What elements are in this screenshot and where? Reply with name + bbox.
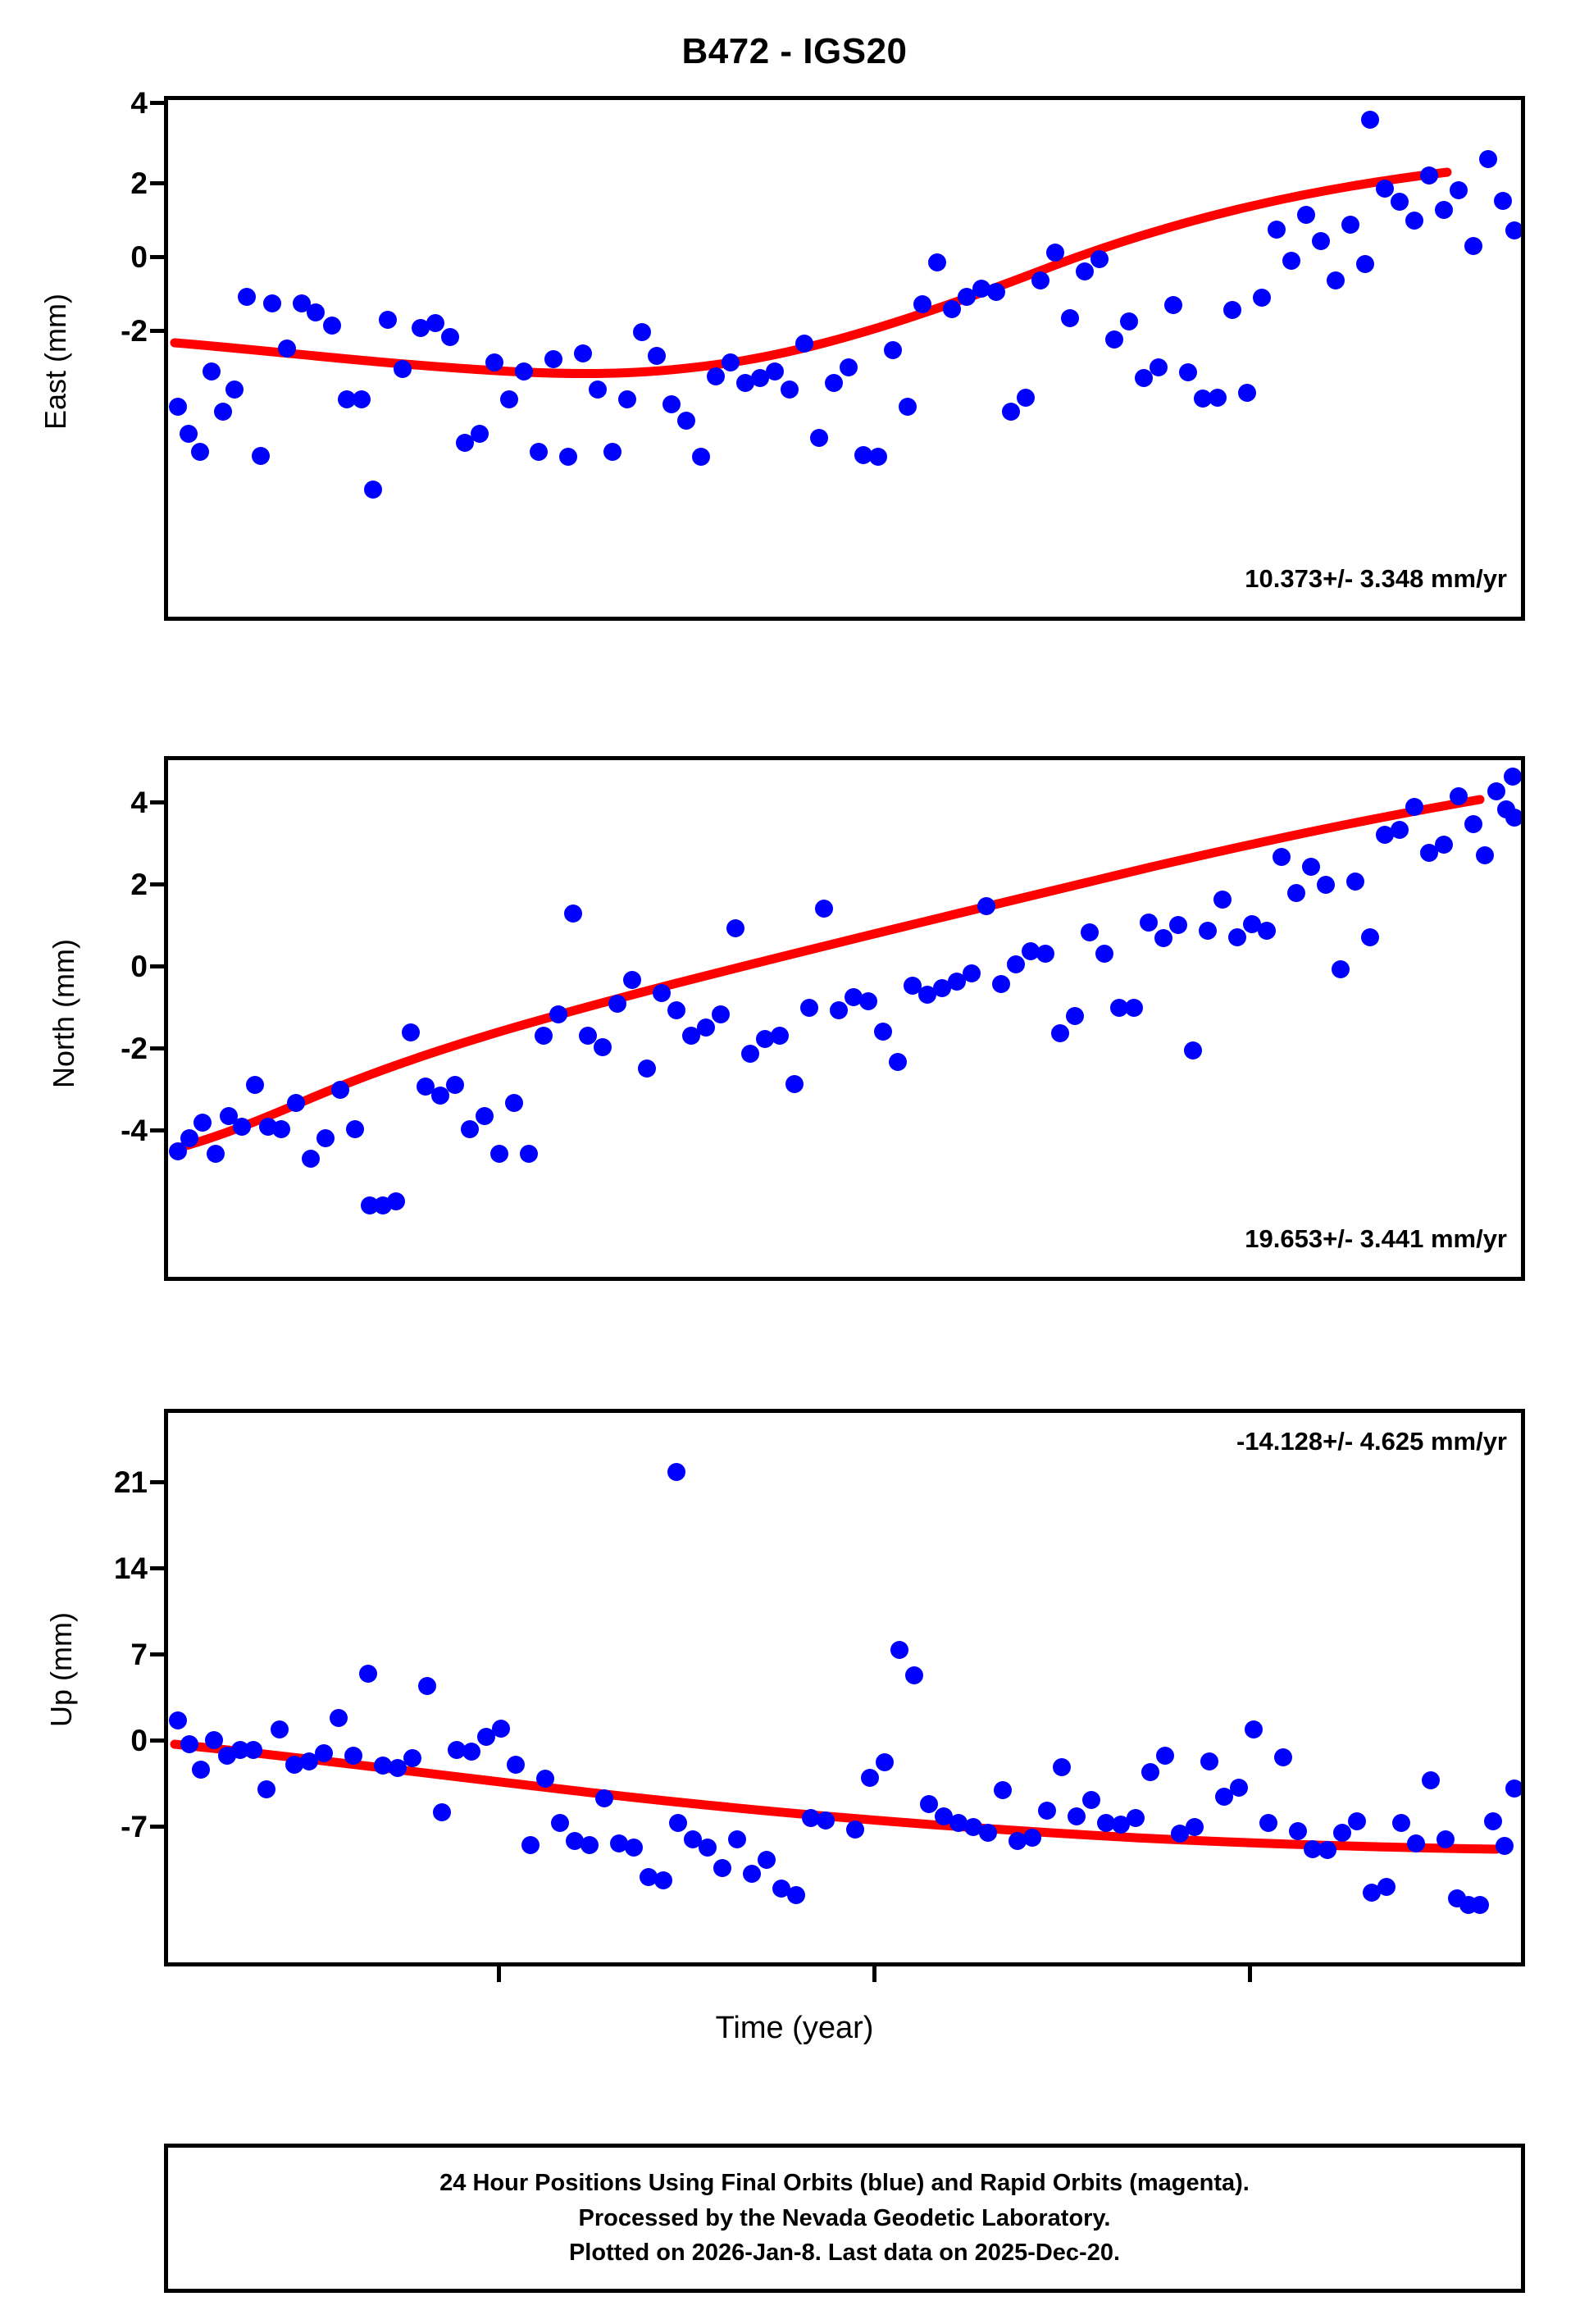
east-tick-mark-2 (150, 181, 164, 185)
up-tick-label-14: 14 (113, 1552, 148, 1585)
up-rate-annotation: -14.128+/- 4.625 mm/yr (1236, 1427, 1507, 1456)
east-plot-area (169, 111, 1521, 499)
north-axis-label: North (mm) (47, 939, 80, 1088)
north-rate-annotation: 19.653+/- 3.441 mm/yr (1245, 1224, 1507, 1253)
time-axis-tick-1 (497, 1966, 501, 1982)
up-tick-mark-0 (150, 1738, 164, 1743)
footer-line-orbits: 24 Hour Positions Using Final Orbits (bl… (439, 2169, 1250, 2196)
north-tick-mark-neg4 (150, 1128, 164, 1132)
up-tick-label-7: 7 (130, 1638, 148, 1671)
east-data-points (169, 111, 1521, 499)
up-tick-label-neg7: -7 (121, 1810, 148, 1843)
up-axis-label: Up (mm) (44, 1612, 78, 1727)
north-tick-label-0: 0 (130, 950, 148, 983)
east-tick-label-4: 4 (130, 86, 148, 120)
east-trend-line (170, 167, 1452, 379)
north-plot-area (169, 768, 1521, 1214)
up-panel (164, 1409, 1525, 1966)
east-tick-mark-4 (150, 101, 164, 105)
north-tick-mark-0 (150, 964, 164, 968)
footer-line-dates: Plotted on 2026-Jan-8. Last data on 2025… (568, 2240, 1121, 2267)
east-axis-label: East (mm) (39, 294, 72, 430)
north-tick-mark-2 (150, 882, 164, 886)
east-tick-mark-0 (150, 255, 164, 259)
up-data-points (169, 1463, 1521, 1914)
east-tick-mark-neg2 (150, 329, 164, 333)
up-tick-label-0: 0 (130, 1724, 148, 1757)
north-tick-mark-neg2 (150, 1046, 164, 1050)
north-tick-label-4: 4 (130, 786, 148, 819)
time-axis-tick-3 (1248, 1966, 1252, 1982)
east-tick-label-neg2: -2 (121, 314, 148, 348)
north-tick-label-neg2: -2 (121, 1032, 148, 1065)
north-trend-line (170, 795, 1485, 1154)
east-tick-label-0: 0 (130, 240, 148, 274)
north-tick-label-neg4: -4 (121, 1114, 148, 1147)
footer-info-box: 24 Hour Positions Using Final Orbits (bl… (164, 2144, 1525, 2293)
north-data-points (169, 768, 1521, 1214)
page-title: B472 - IGS20 (681, 31, 908, 71)
up-tick-mark-7 (150, 1652, 164, 1656)
east-tick-label-2: 2 (130, 166, 148, 200)
north-tick-label-2: 2 (130, 868, 148, 901)
time-axis-label: Time (year) (715, 2011, 874, 2045)
up-plot-area (169, 1463, 1521, 1914)
up-tick-mark-21 (150, 1480, 164, 1484)
east-panel (164, 96, 1525, 621)
up-tick-label-21: 21 (113, 1465, 148, 1499)
footer-line-processor: Processed by the Nevada Geodetic Laborat… (578, 2204, 1111, 2231)
east-rate-annotation: 10.373+/- 3.348 mm/yr (1245, 564, 1507, 593)
north-tick-mark-4 (150, 800, 164, 804)
time-axis-tick-2 (872, 1966, 876, 1982)
up-tick-mark-14 (150, 1566, 164, 1570)
up-tick-mark-neg7 (150, 1825, 164, 1829)
north-panel (164, 756, 1525, 1281)
